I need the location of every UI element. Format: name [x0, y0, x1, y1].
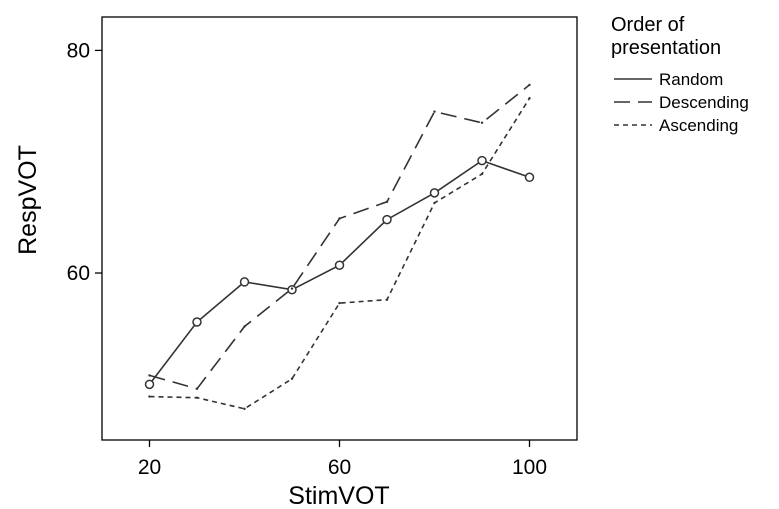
plot-area-frame — [101, 16, 578, 441]
data-point-ascending-100 — [528, 97, 531, 100]
data-point-ascending-50 — [290, 377, 294, 380]
legend-items: Random Descending Ascending — [614, 70, 749, 135]
data-point-random-100 — [524, 172, 535, 183]
series-line-descending — [149, 84, 530, 390]
data-point-random-70 — [382, 214, 392, 225]
data-point-ascending-40 — [243, 407, 246, 411]
data-point-ascending-80 — [433, 201, 436, 205]
data-point-random-30 — [192, 317, 202, 327]
data-point-ascending-70 — [385, 298, 389, 301]
x-tick-label-100: 100 — [512, 456, 547, 479]
legend-title-line-2: presentation — [611, 37, 721, 59]
data-point-descending-40 — [243, 325, 246, 328]
data-point-random-60 — [334, 260, 345, 270]
data-point-descending-20 — [148, 374, 151, 377]
data-point-descending-70 — [385, 200, 389, 203]
data-point-descending-80 — [433, 110, 436, 113]
series-line-random — [148, 159, 530, 385]
legend-label-ascending: Ascending — [659, 116, 738, 135]
legend-title-line-1: Order of — [611, 14, 685, 36]
data-point-descending-90 — [480, 121, 484, 124]
x-tick-label-60: 60 — [328, 456, 351, 479]
y-tick-label-60: 60 — [67, 262, 90, 285]
legend-label-random: Random — [659, 70, 723, 89]
data-point-descending-30 — [195, 387, 199, 390]
data-point-descending-50 — [290, 287, 294, 290]
x-axis-title: StimVOT — [288, 482, 389, 509]
data-point-random-80 — [429, 188, 440, 198]
y-tick-label-80: 80 — [67, 39, 90, 62]
data-point-ascending-90 — [480, 172, 484, 176]
data-point-random-90 — [477, 155, 487, 166]
y-axis-title: RespVOT — [14, 145, 42, 255]
data-point-random-40 — [239, 277, 250, 287]
x-tick-label-20: 20 — [138, 456, 161, 479]
data-point-ascending-30 — [195, 396, 199, 399]
legend-label-descending: Descending — [659, 93, 749, 112]
axis-ticks: 20 60 100 60 80 — [67, 39, 547, 479]
data-point-ascending-20 — [148, 395, 151, 398]
legend: Order of presentation Random Descending As… — [611, 14, 749, 135]
series-line-ascending — [149, 97, 531, 410]
data-point-descending-60 — [338, 217, 341, 220]
series-layer — [144, 83, 535, 411]
data-point-ascending-60 — [338, 301, 341, 305]
data-point-random-20 — [144, 379, 155, 390]
data-point-descending-100 — [528, 83, 531, 87]
